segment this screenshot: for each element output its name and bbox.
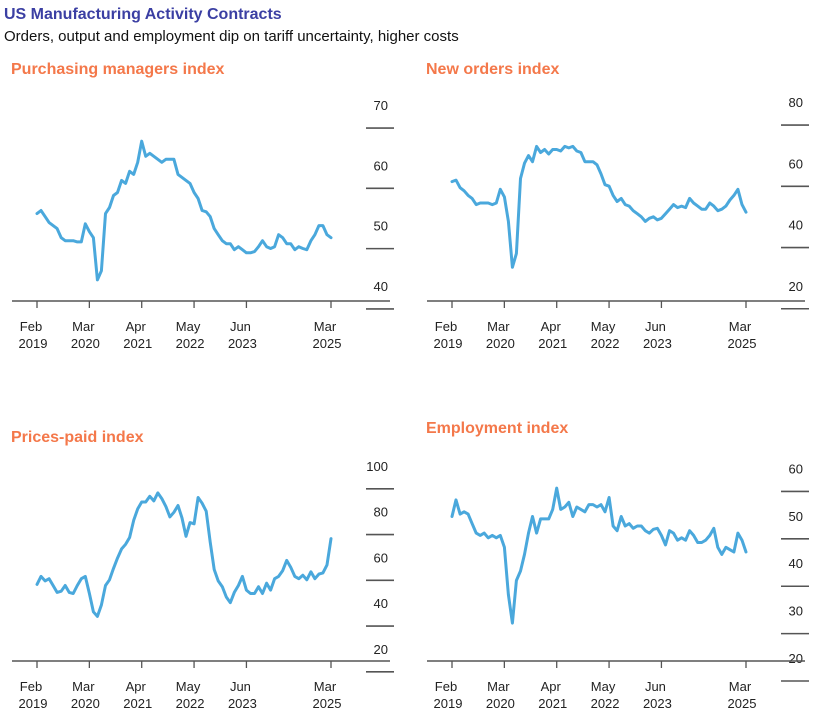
panel-title-employment: Employment index xyxy=(426,420,569,437)
new-orders-ytick-label-40: 40 xyxy=(789,218,803,233)
prices-paid-ytick-label-40: 40 xyxy=(374,596,388,611)
new-orders-xtick-month-1: Mar xyxy=(487,319,510,334)
pmi-chart: 40 50 60 70 Feb 2019 Mar 2020 Apr 2021 May 2022 Jun 2… xyxy=(12,98,394,351)
pmi-xtick-month-4: Jun xyxy=(230,319,251,334)
prices-paid-series-line xyxy=(35,491,333,618)
pmi-ytick-label-40: 40 xyxy=(374,279,388,294)
new-orders-xtick-month-0: Feb xyxy=(435,319,457,334)
prices-paid-xtick-year-2: 2021 xyxy=(123,696,152,711)
prices-paid-xtick-year-1: 2020 xyxy=(71,696,100,711)
new-orders-xtick-month-5: Mar xyxy=(729,319,752,334)
prices-paid-xtick-year-5: 2025 xyxy=(313,696,342,711)
new-orders-ytick-label-20: 20 xyxy=(789,279,803,294)
employment-ytick-label-20: 20 xyxy=(789,651,803,666)
new-orders-xtick-month-4: Jun xyxy=(645,319,666,334)
new-orders-xtick-year-5: 2025 xyxy=(728,336,757,351)
prices-paid-xtick-month-3: May xyxy=(176,679,201,694)
employment-xtick-month-4: Jun xyxy=(645,679,666,694)
pmi-ytick-label-70: 70 xyxy=(374,98,388,113)
pmi-xtick-month-0: Feb xyxy=(20,319,42,334)
pmi-xtick-year-5: 2025 xyxy=(313,336,342,351)
employment-xtick-year-3: 2022 xyxy=(591,696,620,711)
employment-xtick-month-0: Feb xyxy=(435,679,457,694)
pmi-xtick-year-2: 2021 xyxy=(123,336,152,351)
new-orders-series-line xyxy=(450,144,748,269)
pmi-xtick-year-0: 2019 xyxy=(19,336,48,351)
new-orders-xtick-year-2: 2021 xyxy=(538,336,567,351)
prices-paid-xtick-month-0: Feb xyxy=(20,679,42,694)
panel-title-new-orders: New orders index xyxy=(426,61,560,78)
prices-paid-ytick-label-80: 80 xyxy=(374,505,388,520)
pmi-ytick-label-50: 50 xyxy=(374,219,388,234)
employment-xtick-year-5: 2025 xyxy=(728,696,757,711)
prices-paid-ytick-label-60: 60 xyxy=(374,550,388,565)
prices-paid-xtick-month-5: Mar xyxy=(314,679,337,694)
pmi-xtick-year-3: 2022 xyxy=(176,336,205,351)
employment-ytick-label-50: 50 xyxy=(789,509,803,524)
new-orders-ytick-label-80: 80 xyxy=(789,95,803,110)
prices-paid-ytick-label-20: 20 xyxy=(374,642,388,657)
employment-xtick-month-5: Mar xyxy=(729,679,752,694)
chart-subtitle: Orders, output and employment dip on tar… xyxy=(4,28,459,45)
employment-xtick-year-1: 2020 xyxy=(486,696,515,711)
panel-title-prices-paid: Prices-paid index xyxy=(11,429,144,446)
employment-chart: 20 30 40 50 60 Feb 2019 Mar 2020 Apr 2021 May 2022 Ju… xyxy=(427,461,809,711)
pmi-xtick-month-2: Apr xyxy=(126,319,147,334)
pmi-xtick-year-1: 2020 xyxy=(71,336,100,351)
employment-xtick-month-1: Mar xyxy=(487,679,510,694)
new-orders-chart: 20 40 60 80 Feb 2019 Mar 2020 Apr 2021 May 2022 Jun 2… xyxy=(427,95,809,351)
new-orders-xtick-month-2: Apr xyxy=(541,319,562,334)
employment-ytick-label-40: 40 xyxy=(789,556,803,571)
prices-paid-xtick-month-2: Apr xyxy=(126,679,147,694)
employment-ytick-label-30: 30 xyxy=(789,604,803,619)
new-orders-xtick-year-0: 2019 xyxy=(434,336,463,351)
prices-paid-xtick-month-4: Jun xyxy=(230,679,251,694)
employment-xtick-month-3: May xyxy=(591,679,616,694)
pmi-ytick-label-60: 60 xyxy=(374,158,388,173)
panel-title-pmi: Purchasing managers index xyxy=(11,61,225,78)
pmi-xtick-year-4: 2023 xyxy=(228,336,257,351)
pmi-xtick-month-5: Mar xyxy=(314,319,337,334)
prices-paid-xtick-year-0: 2019 xyxy=(19,696,48,711)
pmi-series-line xyxy=(35,139,333,282)
prices-paid-xtick-year-4: 2023 xyxy=(228,696,257,711)
pmi-xtick-month-3: May xyxy=(176,319,201,334)
employment-xtick-year-4: 2023 xyxy=(643,696,672,711)
employment-series-line xyxy=(450,486,748,625)
pmi-xtick-month-1: Mar xyxy=(72,319,95,334)
prices-paid-xtick-month-1: Mar xyxy=(72,679,95,694)
new-orders-xtick-year-4: 2023 xyxy=(643,336,672,351)
new-orders-xtick-month-3: May xyxy=(591,319,616,334)
prices-paid-chart: 20 40 60 80 100 Feb 2019 Mar 2020 Apr 2021 May 2022 J… xyxy=(12,459,394,711)
chart-title: US Manufacturing Activity Contracts xyxy=(4,6,282,23)
prices-paid-xtick-year-3: 2022 xyxy=(176,696,205,711)
employment-xtick-year-2: 2021 xyxy=(538,696,567,711)
new-orders-xtick-year-1: 2020 xyxy=(486,336,515,351)
employment-ytick-label-60: 60 xyxy=(789,461,803,476)
employment-xtick-month-2: Apr xyxy=(541,679,562,694)
prices-paid-ytick-label-100: 100 xyxy=(366,459,388,474)
new-orders-ytick-label-60: 60 xyxy=(789,156,803,171)
employment-xtick-year-0: 2019 xyxy=(434,696,463,711)
new-orders-xtick-year-3: 2022 xyxy=(591,336,620,351)
